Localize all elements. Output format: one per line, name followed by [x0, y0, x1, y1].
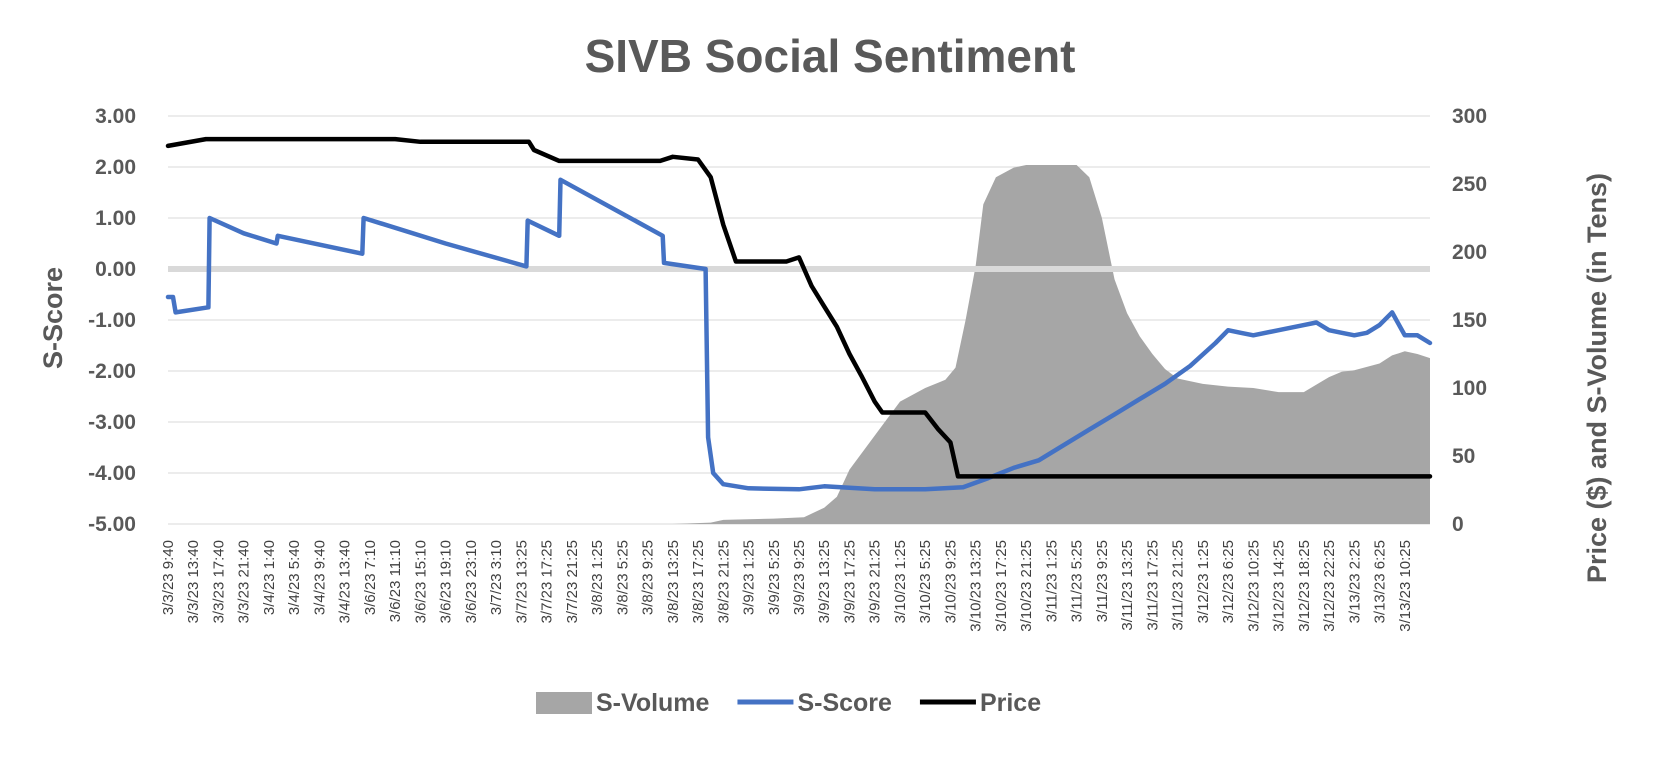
x-tick-label: 3/3/23 13:40: [185, 540, 202, 623]
right-tick-label: 50: [1452, 445, 1475, 468]
x-tick-label: 3/3/23 17:40: [210, 540, 227, 623]
x-tick-label: 3/11/23 21:25: [1170, 540, 1187, 631]
right-tick-label: 250: [1452, 173, 1487, 196]
x-tick-label: 3/6/23 19:10: [438, 540, 455, 623]
legend-label-price: Price: [980, 689, 1041, 717]
s-score-line: [165, 177, 1433, 492]
line-layer: [165, 136, 1433, 492]
x-tick-label: 3/9/23 17:25: [841, 540, 858, 623]
x-tick-label: 3/11/23 9:25: [1094, 540, 1111, 622]
x-tick-label: 3/4/23 1:40: [261, 540, 278, 615]
s-volume-area: [168, 165, 1430, 524]
left-tick-label: -3.00: [88, 411, 136, 434]
left-axis-ticks: 3.00 2.00 1.00 0.00 -1.00 -2.00 -3.00 -4.00 -5.0…: [88, 105, 136, 536]
left-tick-label: 3.00: [95, 105, 136, 128]
legend-label-s-volume: S-Volume: [596, 689, 710, 717]
x-tick-label: 3/8/23 13:25: [665, 540, 682, 623]
x-tick-label: 3/13/23 2:25: [1346, 540, 1363, 623]
x-tick-label: 3/4/23 13:40: [337, 540, 354, 623]
left-tick-label: -2.00: [88, 360, 136, 383]
x-tick-label: 3/7/23 17:25: [539, 540, 556, 623]
x-tick-label: 3/8/23 9:25: [640, 540, 657, 615]
x-tick-label: 3/3/23 9:40: [160, 540, 177, 615]
x-tick-label: 3/8/23 21:25: [715, 540, 732, 623]
x-tick-label: 3/6/23 7:10: [362, 540, 379, 615]
right-tick-label: 150: [1452, 309, 1487, 332]
x-tick-label: 3/10/23 17:25: [993, 540, 1010, 632]
x-tick-label: 3/8/23 5:25: [614, 540, 631, 615]
x-tick-label: 3/6/23 23:10: [463, 540, 480, 623]
x-tick-label: 3/9/23 21:25: [867, 540, 884, 623]
area-layer: [168, 165, 1430, 524]
left-tick-label: 1.00: [95, 207, 136, 230]
legend-swatch-s-volume: [536, 692, 592, 714]
x-tick-label: 3/6/23 11:10: [387, 540, 404, 622]
legend: S-Volume S-Score Price: [536, 689, 1041, 717]
right-tick-label: 100: [1452, 377, 1487, 400]
x-tick-label: 3/12/23 18:25: [1296, 540, 1313, 632]
x-axis-ticks: 3/3/23 9:40 3/3/23 13:40 3/3/23 17:40 3/3/2…: [160, 540, 1414, 632]
x-tick-label: 3/11/23 17:25: [1144, 540, 1161, 631]
x-tick-label: 3/11/23 1:25: [1043, 540, 1060, 622]
x-tick-label: 3/3/23 21:40: [236, 540, 253, 623]
right-tick-label: 200: [1452, 241, 1487, 264]
x-tick-label: 3/10/23 1:25: [892, 540, 909, 623]
right-axis-title: Price ($) and S-Volume (in Tens): [1582, 173, 1612, 583]
x-tick-label: 3/12/23 10:25: [1245, 540, 1262, 632]
x-tick-label: 3/4/23 5:40: [286, 540, 303, 615]
right-tick-label: 300: [1452, 105, 1487, 128]
x-tick-label: 3/12/23 6:25: [1220, 540, 1237, 623]
x-tick-label: 3/7/23 21:25: [564, 540, 581, 623]
x-tick-label: 3/9/23 9:25: [791, 540, 808, 615]
price-line: [165, 136, 1433, 479]
x-tick-label: 3/9/23 13:25: [816, 540, 833, 623]
x-tick-label: 3/12/23 14:25: [1271, 540, 1288, 632]
right-axis-ticks: 300 250 200 150 100 50 0: [1452, 105, 1487, 536]
x-tick-label: 3/8/23 17:25: [690, 540, 707, 623]
left-axis-title: S-Score: [38, 267, 68, 369]
x-tick-label: 3/9/23 1:25: [741, 540, 758, 615]
left-tick-label: 2.00: [95, 156, 136, 179]
x-tick-label: 3/7/23 3:10: [488, 540, 505, 615]
x-tick-label: 3/4/23 9:40: [311, 540, 328, 615]
x-tick-label: 3/12/23 1:25: [1195, 540, 1212, 623]
left-tick-label: 0.00: [95, 258, 136, 281]
x-tick-label: 3/10/23 13:25: [968, 540, 985, 632]
right-tick-label: 0: [1452, 513, 1464, 536]
x-tick-label: 3/8/23 1:25: [589, 540, 606, 615]
legend-label-s-score: S-Score: [797, 689, 892, 717]
x-tick-label: 3/11/23 5:25: [1069, 540, 1086, 622]
x-tick-label: 3/13/23 10:25: [1397, 540, 1414, 632]
x-tick-label: 3/10/23 9:25: [942, 540, 959, 623]
x-tick-label: 3/12/23 22:25: [1321, 540, 1338, 632]
x-tick-label: 3/13/23 6:25: [1372, 540, 1389, 623]
left-tick-label: -4.00: [88, 462, 136, 485]
x-tick-label: 3/11/23 13:25: [1119, 540, 1136, 631]
x-tick-label: 3/10/23 5:25: [917, 540, 934, 623]
x-tick-label: 3/6/23 15:10: [412, 540, 429, 623]
x-tick-label: 3/10/23 21:25: [1018, 540, 1035, 632]
x-tick-label: 3/9/23 5:25: [766, 540, 783, 615]
left-tick-label: -1.00: [88, 309, 136, 332]
left-tick-label: -5.00: [88, 513, 136, 536]
x-tick-label: 3/7/23 13:25: [513, 540, 530, 623]
chart-title: SIVB Social Sentiment: [585, 30, 1076, 82]
